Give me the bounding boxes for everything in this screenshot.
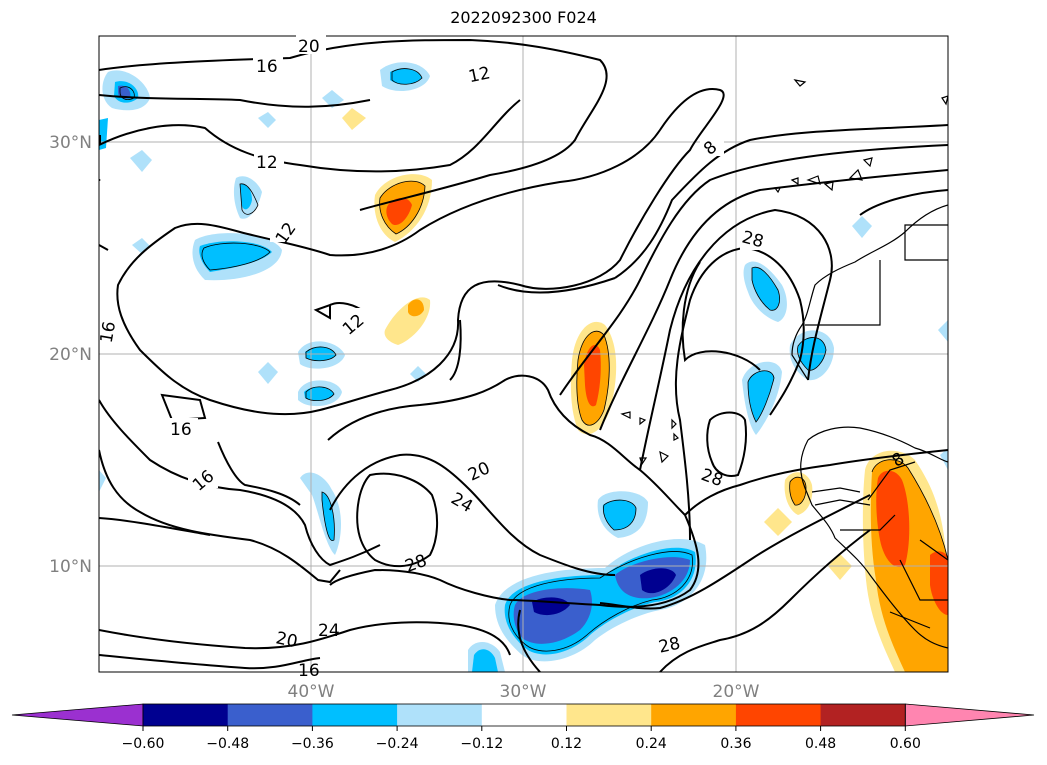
colorbar-tick-label: −0.12 bbox=[460, 736, 503, 752]
colorbar-swatch bbox=[651, 704, 737, 726]
negative-anomaly-area bbox=[99, 470, 106, 492]
positive-anomaly-area bbox=[876, 470, 910, 568]
contour-label-group: 20 16 12 12 12 12 8 28 16 16 16 20 24 28… bbox=[97, 34, 908, 681]
positive-anomaly-area bbox=[386, 197, 412, 226]
longitude-labels: 40°W 30°W 20°W bbox=[288, 682, 760, 702]
colorbar-tick-label: −0.48 bbox=[206, 736, 249, 752]
colorbar-swatch bbox=[820, 704, 906, 726]
contour-label: 12 bbox=[256, 153, 278, 173]
colorbar-swatch bbox=[566, 704, 652, 726]
positive-anomaly-area bbox=[342, 108, 366, 130]
contour-label: 20 bbox=[274, 628, 299, 652]
positive-anomaly-area bbox=[384, 297, 431, 345]
colorbar-tick-label: 0.60 bbox=[890, 736, 921, 752]
colorbar-ticks: −0.60 −0.48 −0.36 −0.24 −0.12 0.12 0.24 0.36 0.4… bbox=[122, 726, 921, 752]
coastlines bbox=[620, 79, 948, 649]
negative-anomaly-area bbox=[322, 90, 344, 108]
contour-label: 24 bbox=[318, 621, 340, 641]
positive-anomaly-area bbox=[584, 345, 601, 407]
colorbar-swatch bbox=[397, 704, 483, 726]
contour-label: 16 bbox=[256, 57, 278, 77]
colorbar-swatch bbox=[312, 704, 398, 726]
colorbar-tick-label: 0.36 bbox=[720, 736, 751, 752]
negative-anomaly-area bbox=[748, 370, 774, 422]
positive-anomaly-area bbox=[789, 477, 806, 506]
positive-anomaly-area bbox=[764, 508, 792, 536]
contour-label: 16 bbox=[97, 320, 120, 345]
colorbar-frame bbox=[142, 703, 906, 727]
colorbar-extend-low bbox=[11, 703, 144, 727]
colorbar: −0.60 −0.48 −0.36 −0.24 −0.12 0.12 0.24 0.36 0.4… bbox=[11, 703, 1035, 752]
latitude-labels: 30°N 20°N 10°N bbox=[49, 133, 92, 577]
contour-label: 28 bbox=[402, 551, 429, 577]
colorbar-tick-label: −0.36 bbox=[291, 736, 334, 752]
negative-anomaly-area bbox=[199, 241, 272, 272]
graticule bbox=[99, 36, 948, 672]
shaded-field-outlines bbox=[119, 68, 948, 652]
positive-anomaly-area bbox=[930, 551, 948, 615]
colorbar-tick-label: −0.60 bbox=[122, 736, 165, 752]
colorbar-tick-label: 0.24 bbox=[636, 736, 667, 752]
lon-label: 20°W bbox=[713, 682, 760, 702]
negative-anomaly-area bbox=[752, 267, 780, 311]
negative-anomaly-area bbox=[132, 238, 150, 254]
negative-anomaly-area bbox=[258, 112, 276, 128]
negative-anomaly-area bbox=[852, 216, 872, 238]
negative-anomaly-area bbox=[472, 649, 498, 672]
colorbar-swatch bbox=[227, 704, 313, 726]
colorbar-tick-label: 0.12 bbox=[551, 736, 582, 752]
contour-label: 12 bbox=[467, 63, 492, 87]
negative-anomaly-area bbox=[300, 472, 341, 555]
contour-label: 28 bbox=[698, 465, 725, 491]
colorbar-tick-label: −0.24 bbox=[376, 736, 419, 752]
contour-label: 20 bbox=[298, 37, 320, 57]
contour-lines bbox=[99, 38, 948, 672]
negative-anomaly-area bbox=[258, 362, 278, 384]
negative-anomaly-area bbox=[322, 492, 335, 541]
colorbar-swatch bbox=[481, 704, 567, 726]
contour-label: 28 bbox=[657, 634, 682, 658]
negative-anomaly-area bbox=[240, 183, 252, 210]
negative-anomaly-area bbox=[390, 68, 422, 85]
lon-label: 40°W bbox=[288, 682, 335, 702]
negative-anomaly-area bbox=[602, 500, 636, 530]
colorbar-extend-high bbox=[904, 703, 1035, 727]
negative-anomaly-area bbox=[640, 568, 676, 594]
positive-anomaly-area bbox=[408, 299, 424, 317]
negative-anomaly-area bbox=[130, 150, 152, 172]
shaded-field bbox=[99, 62, 948, 672]
lat-label: 10°N bbox=[49, 557, 92, 577]
map-title: 2022092300 F024 bbox=[450, 8, 597, 27]
positive-anomaly-area bbox=[828, 554, 852, 580]
negative-anomaly-area bbox=[940, 448, 948, 470]
lat-label: 30°N bbox=[49, 133, 92, 153]
colorbar-tick-label: 0.48 bbox=[805, 736, 836, 752]
lon-label: 30°W bbox=[500, 682, 547, 702]
lat-label: 20°N bbox=[49, 345, 92, 365]
map-frame bbox=[98, 35, 949, 673]
negative-anomaly-area bbox=[938, 320, 948, 342]
contour-label: 16 bbox=[170, 420, 192, 440]
colorbar-swatch bbox=[735, 704, 822, 726]
contour-label: 20 bbox=[465, 458, 493, 485]
colorbar-swatch bbox=[143, 704, 229, 726]
colorbar-swatches bbox=[11, 703, 1035, 727]
contour-label: 16 bbox=[298, 661, 320, 681]
